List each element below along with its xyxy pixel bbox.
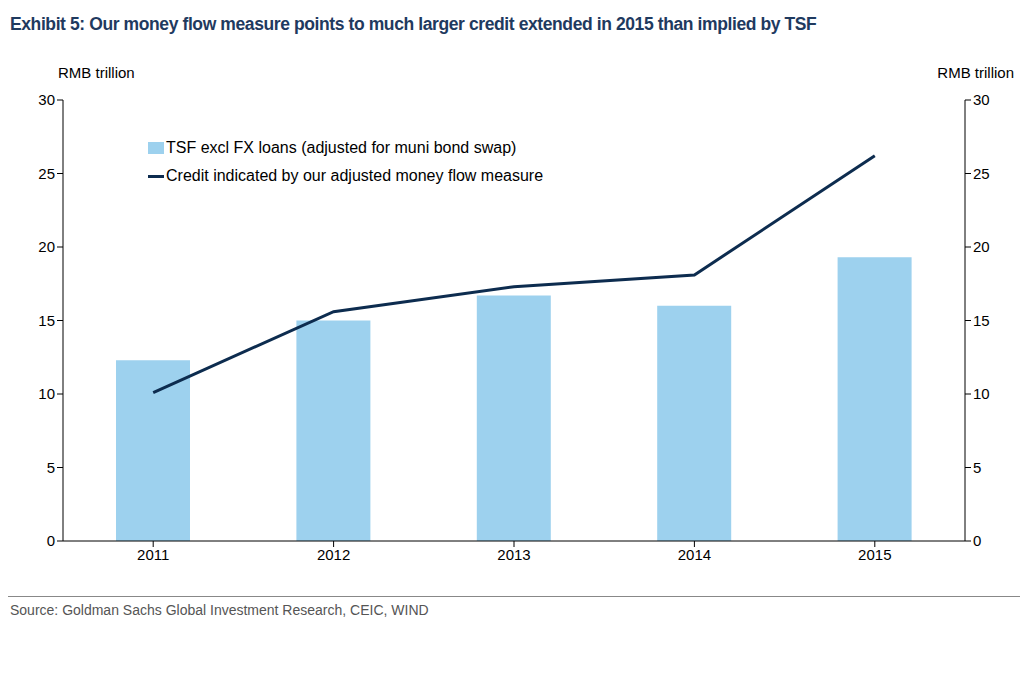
html-text:Exhibit 5: Our money flow meas: Exhibit 5: Our money flow measure points…	[10, 14, 817, 34]
svg-text:15: 15	[973, 312, 990, 329]
svg-text:2015: 2015	[858, 546, 891, 563]
svg-text:5: 5	[973, 459, 981, 476]
svg-text:20: 20	[38, 238, 55, 255]
html-text:Credit indicated by our adjust: Credit indicated by our adjusted money f…	[166, 167, 544, 184]
html-text:TSF excl FX loans (adjusted fo: TSF excl FX loans (adjusted for muni bon…	[166, 139, 517, 156]
svg-text:5: 5	[47, 459, 55, 476]
svg-text:10: 10	[38, 385, 55, 402]
html-text:Source: Goldman Sachs Global I: Source: Goldman Sachs Global Investment …	[10, 602, 429, 618]
html-text:RMB trillion: RMB trillion	[58, 64, 135, 81]
svg-text:30: 30	[38, 91, 55, 108]
svg-text:2012: 2012	[317, 546, 350, 563]
svg-text:0: 0	[973, 532, 981, 549]
html-text:RMB trillion: RMB trillion	[937, 64, 1014, 81]
svg-text:0: 0	[47, 532, 55, 549]
svg-text:2011: 2011	[137, 546, 169, 563]
svg-text:2014: 2014	[678, 546, 711, 563]
svg-text:10: 10	[973, 385, 990, 402]
svg-text:2013: 2013	[497, 546, 530, 563]
svg-text:15: 15	[38, 312, 55, 329]
svg-text:20: 20	[973, 238, 990, 255]
svg-text:30: 30	[973, 91, 990, 108]
svg-text:25: 25	[38, 165, 55, 182]
svg-text:25: 25	[973, 165, 990, 182]
